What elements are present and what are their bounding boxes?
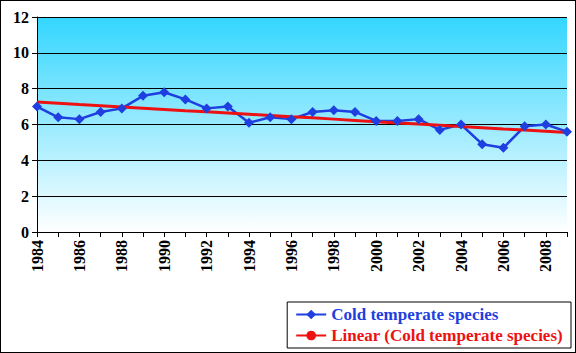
svg-text:1988: 1988	[113, 240, 130, 272]
svg-text:6: 6	[21, 116, 29, 133]
svg-text:Linear (Cold temperate species: Linear (Cold temperate species)	[331, 326, 562, 345]
svg-text:Cold temperate species: Cold temperate species	[331, 305, 499, 324]
svg-text:2002: 2002	[410, 240, 427, 272]
svg-text:1996: 1996	[283, 240, 300, 272]
svg-text:1986: 1986	[71, 240, 88, 272]
svg-text:2008: 2008	[537, 240, 554, 272]
svg-text:12: 12	[13, 9, 29, 26]
svg-text:2006: 2006	[495, 240, 512, 272]
svg-text:4: 4	[21, 152, 29, 169]
svg-text:1990: 1990	[156, 240, 173, 272]
svg-text:2: 2	[21, 188, 29, 205]
svg-text:8: 8	[21, 80, 29, 97]
svg-text:1994: 1994	[241, 240, 258, 272]
svg-text:0: 0	[21, 224, 29, 241]
svg-text:1984: 1984	[29, 240, 46, 272]
svg-text:1998: 1998	[325, 240, 342, 272]
svg-text:1992: 1992	[198, 240, 215, 272]
svg-text:10: 10	[13, 44, 29, 61]
svg-text:2004: 2004	[453, 240, 470, 272]
svg-text:2000: 2000	[368, 240, 385, 272]
